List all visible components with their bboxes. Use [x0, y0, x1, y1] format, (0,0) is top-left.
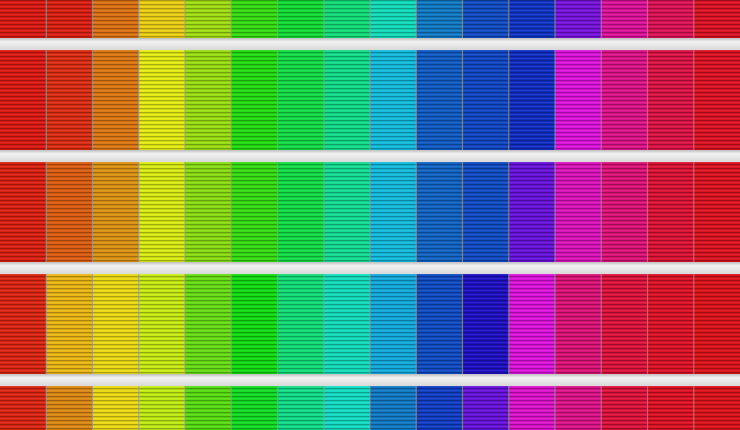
- blind-slats: [416, 0, 463, 38]
- blind-slats: [555, 0, 602, 38]
- blind-slats: [46, 50, 93, 150]
- blind-slats: [647, 162, 695, 262]
- blind-slats: [693, 162, 740, 262]
- blind-slats: [0, 50, 47, 150]
- blind-slats: [185, 162, 232, 262]
- blind-slats: [508, 50, 556, 150]
- blind-slats: [277, 386, 325, 430]
- blind-slats: [323, 162, 371, 262]
- blind-slats: [416, 274, 463, 374]
- blind-slats: [231, 50, 278, 150]
- blind-slats: [601, 162, 648, 262]
- blind-slats: [508, 0, 556, 38]
- blind-slats: [647, 274, 695, 374]
- blind-slats: [92, 0, 140, 38]
- blind-slats: [462, 50, 510, 150]
- blind-slats: [46, 386, 93, 430]
- blind-slats: [647, 50, 695, 150]
- blind-slats: [555, 274, 602, 374]
- blind-slats: [508, 274, 556, 374]
- blind-slats: [46, 274, 93, 374]
- blind-slats: [0, 0, 47, 38]
- blind-slats: [601, 386, 648, 430]
- blind-slats: [92, 274, 140, 374]
- blind-slats: [92, 162, 140, 262]
- floor-slab: [0, 38, 740, 50]
- blind-slats: [231, 0, 278, 38]
- blind-slats: [323, 0, 371, 38]
- blind-slats: [323, 50, 371, 150]
- blind-slats: [462, 274, 510, 374]
- blind-slats: [693, 50, 740, 150]
- blind-slats: [231, 274, 278, 374]
- blind-slats: [323, 274, 371, 374]
- blind-slats: [138, 386, 186, 430]
- blind-slats: [462, 162, 510, 262]
- blind-slats: [185, 386, 232, 430]
- blind-slats: [693, 0, 740, 38]
- blind-slats: [323, 386, 371, 430]
- blind-slats: [185, 0, 232, 38]
- blind-slats: [231, 162, 278, 262]
- blind-slats: [370, 50, 417, 150]
- floor-slabs: [0, 38, 740, 386]
- floor-slab: [0, 150, 740, 162]
- blind-slats: [462, 0, 510, 38]
- blind-slats: [555, 162, 602, 262]
- blind-slats: [185, 50, 232, 150]
- blind-slats: [138, 162, 186, 262]
- blind-slats: [46, 0, 93, 38]
- blind-slats: [601, 50, 648, 150]
- blind-slats: [647, 386, 695, 430]
- blind-slats: [508, 386, 556, 430]
- blind-slats: [92, 50, 140, 150]
- blind-slats: [416, 50, 463, 150]
- blind-slats: [555, 50, 602, 150]
- mullions: [45, 0, 695, 430]
- blind-slats: [46, 162, 93, 262]
- blind-slats: [277, 162, 325, 262]
- blind-slats: [185, 274, 232, 374]
- blind-slats: [231, 386, 278, 430]
- blind-slats: [693, 274, 740, 374]
- blind-slats: [0, 386, 47, 430]
- floor-slab: [0, 374, 740, 386]
- blind-slats: [277, 0, 325, 38]
- blind-slats: [138, 50, 186, 150]
- blind-slats: [370, 274, 417, 374]
- blind-slats: [601, 0, 648, 38]
- blind-slats: [462, 386, 510, 430]
- blind-slats: [92, 386, 140, 430]
- blind-slats: [138, 274, 186, 374]
- blind-slats: [138, 0, 186, 38]
- blind-slats: [370, 0, 417, 38]
- blind-slats: [555, 386, 602, 430]
- blind-slats: [0, 274, 47, 374]
- blind-slats: [416, 162, 463, 262]
- blind-slats: [647, 0, 695, 38]
- blind-slats: [601, 274, 648, 374]
- blind-slats: [693, 386, 740, 430]
- blind-slats: [277, 50, 325, 150]
- blind-slats: [370, 386, 417, 430]
- blind-slats: [370, 162, 417, 262]
- blind-slats: [508, 162, 556, 262]
- blind-slats: [416, 386, 463, 430]
- blind-slats: [277, 274, 325, 374]
- floor-slab: [0, 262, 740, 274]
- blind-slats: [0, 162, 47, 262]
